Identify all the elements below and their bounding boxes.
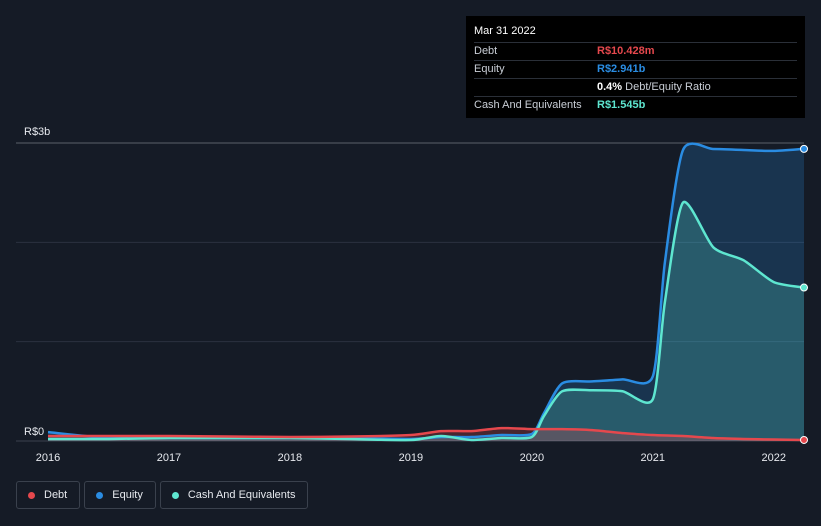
x-tick-label-2016: 2016 bbox=[36, 452, 60, 464]
tooltip-date: Mar 31 2022 bbox=[474, 25, 536, 37]
tooltip-row-cash: Cash And Equivalents R$1.545b bbox=[474, 96, 797, 114]
tooltip-cash-label: Cash And Equivalents bbox=[474, 99, 582, 111]
x-tick-label-2018: 2018 bbox=[278, 452, 302, 464]
tooltip-ratio-label bbox=[474, 79, 597, 96]
tooltip-equity-label: Equity bbox=[474, 63, 505, 75]
legend-equity-dot-icon bbox=[96, 491, 104, 499]
end-marker-equity bbox=[800, 144, 808, 153]
legend-debt-label: Debt bbox=[44, 489, 68, 501]
tooltip-debt-value: R$10.428m bbox=[597, 45, 655, 57]
chart-lines bbox=[47, 142, 805, 442]
tooltip-row-debt: Debt R$10.428m bbox=[474, 42, 797, 60]
end-marker-debt bbox=[800, 435, 808, 444]
area-equity bbox=[48, 143, 804, 441]
chart-legend: Debt Equity Cash And Equivalents bbox=[16, 481, 312, 511]
tooltip-ratio-suffix: Debt/Equity Ratio bbox=[625, 81, 711, 93]
chart-areas bbox=[48, 143, 804, 441]
end-marker-cash-and-equivalents bbox=[800, 283, 808, 292]
tooltip-row-equity: Equity R$2.941b bbox=[474, 60, 797, 78]
tooltip-equity-value: R$2.941b bbox=[597, 63, 646, 75]
legend-cash-label: Cash And Equivalents bbox=[187, 489, 296, 501]
area-cash-and-equivalents bbox=[48, 201, 804, 441]
legend-item-debt[interactable]: Debt bbox=[16, 481, 81, 509]
legend-item-equity[interactable]: Equity bbox=[84, 481, 156, 509]
legend-debt-dot-icon bbox=[28, 491, 35, 499]
chart-ticks: R$3b R$0 2016 2017 2018 2019 2020 2021 2022 bbox=[24, 126, 786, 464]
x-tick-label-2017: 2017 bbox=[157, 452, 181, 464]
tooltip-row-ratio: 0.4% Debt/Equity Ratio bbox=[474, 78, 797, 96]
legend-cash-dot-icon bbox=[171, 491, 179, 499]
x-tick-label-2020: 2020 bbox=[520, 452, 544, 464]
chart-end-markers bbox=[800, 144, 808, 444]
x-tick-label-2022: 2022 bbox=[762, 452, 786, 464]
tooltip-ratio-value: 0.4% Debt/Equity Ratio bbox=[597, 81, 711, 93]
line-debt bbox=[48, 426, 805, 442]
legend-equity-label: Equity bbox=[112, 489, 143, 501]
chart-tooltip: Mar 31 2022 Debt R$10.428m Equity R$2.94… bbox=[466, 16, 805, 118]
y-tick-label-top: R$3b bbox=[24, 126, 50, 138]
tooltip-debt-label: Debt bbox=[474, 45, 498, 57]
x-tick-label-2021: 2021 bbox=[641, 452, 665, 464]
x-tick-label-2019: 2019 bbox=[399, 452, 423, 464]
tooltip-cash-value: R$1.545b bbox=[597, 99, 646, 111]
legend-item-cash[interactable]: Cash And Equivalents bbox=[159, 481, 309, 509]
y-tick-label-zero: R$0 bbox=[24, 426, 44, 438]
